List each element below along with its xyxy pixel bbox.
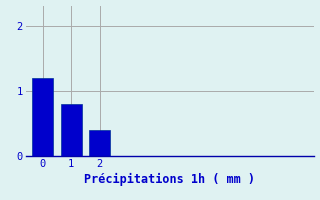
Bar	[60, 104, 82, 156]
Bar	[89, 130, 110, 156]
Bar	[32, 78, 53, 156]
X-axis label: Précipitations 1h ( mm ): Précipitations 1h ( mm )	[84, 173, 255, 186]
